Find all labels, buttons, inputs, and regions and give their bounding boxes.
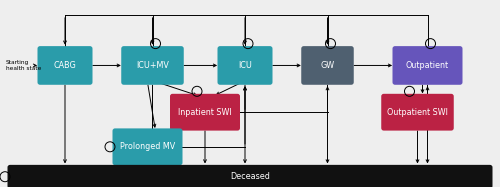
FancyBboxPatch shape [112, 128, 182, 165]
Text: Outpatient: Outpatient [406, 61, 449, 70]
Text: Deceased: Deceased [230, 172, 270, 181]
FancyBboxPatch shape [392, 46, 462, 85]
Text: Prolonged MV: Prolonged MV [120, 142, 175, 151]
FancyBboxPatch shape [8, 165, 492, 187]
FancyBboxPatch shape [382, 94, 454, 131]
Text: ICU: ICU [238, 61, 252, 70]
FancyBboxPatch shape [121, 46, 184, 85]
Text: Inpatient SWI: Inpatient SWI [178, 108, 232, 117]
FancyBboxPatch shape [218, 46, 272, 85]
Text: GW: GW [320, 61, 334, 70]
FancyBboxPatch shape [38, 46, 92, 85]
FancyBboxPatch shape [301, 46, 354, 85]
FancyBboxPatch shape [170, 94, 240, 131]
Text: Outpatient SWI: Outpatient SWI [387, 108, 448, 117]
Text: Starting
health state: Starting health state [6, 60, 42, 71]
Text: CABG: CABG [54, 61, 76, 70]
Text: ICU+MV: ICU+MV [136, 61, 169, 70]
